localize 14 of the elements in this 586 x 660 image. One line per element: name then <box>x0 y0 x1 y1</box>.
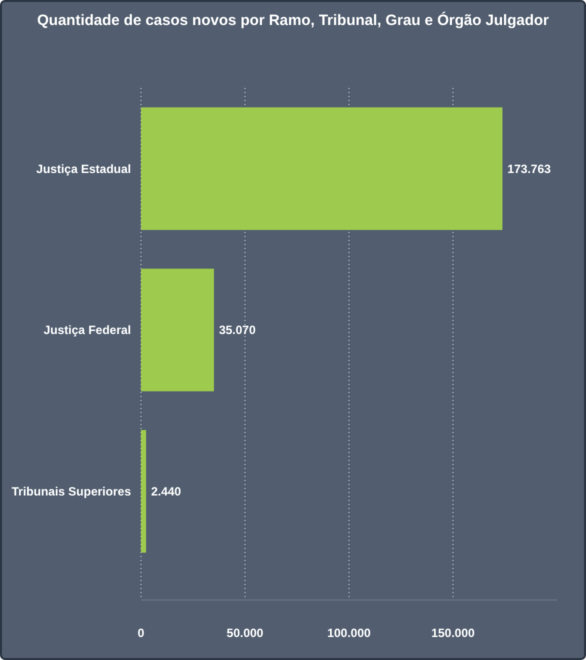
data-label: 35.070 <box>218 323 256 338</box>
bar <box>141 430 146 553</box>
x-tick-label: 50.000 <box>226 626 264 640</box>
x-tick-label: 0 <box>138 626 145 640</box>
y-tick-label: Justiça Estadual <box>36 162 131 176</box>
y-tick-label: Justiça Federal <box>44 323 131 338</box>
data-label: 2.440 <box>151 484 182 499</box>
x-tick-label: 150.000 <box>431 626 476 640</box>
x-tick-label: 100.000 <box>327 626 372 640</box>
chart-title: Quantidade de casos novos por Ramo, Tribunal, Grau e Órgão Julgador <box>37 11 550 29</box>
bar <box>141 268 214 392</box>
bar <box>141 107 502 230</box>
y-tick-label: Tribunais Superiores <box>12 484 132 499</box>
data-label: 173.763 <box>507 162 552 176</box>
